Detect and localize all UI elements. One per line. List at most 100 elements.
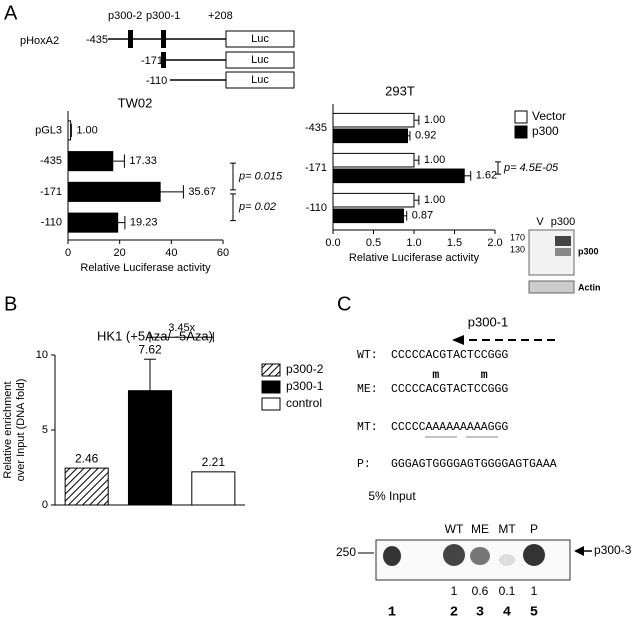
construct-name: pHoxA2 — [20, 35, 59, 47]
construct: pHoxA2 p300-2 p300-1 +208 -435 Luc -171 … — [20, 10, 295, 89]
seq-label: MT: — [357, 421, 378, 434]
value-label: 1.00 — [424, 114, 445, 126]
band — [555, 236, 571, 246]
value-label: 1.00 — [76, 124, 97, 136]
legend-swatch — [261, 380, 281, 394]
y-tick-label: -435 — [305, 122, 327, 134]
luc-label: Luc — [251, 74, 269, 86]
y-axis-label: Relative enrichmentover Input (DNA fold) — [2, 379, 27, 482]
bar — [332, 152, 415, 168]
lane-number: 4 — [503, 605, 511, 621]
band-label: p300-3F — [594, 543, 632, 557]
y-tick-label: -435 — [40, 155, 62, 167]
site-label: p300-1 — [146, 10, 180, 22]
y-tick-label: pGL3 — [35, 124, 62, 136]
seq-label: WT: — [357, 349, 378, 362]
legend-swatch — [261, 397, 281, 411]
marker-label: 130 — [510, 244, 525, 254]
bar — [332, 208, 404, 224]
y-tick-label: -110 — [41, 217, 62, 229]
legend-swatch — [261, 363, 281, 377]
x-tick-label: 40 — [165, 247, 177, 259]
chart-title: HK1 (+5Aza/ -5Aza) — [97, 328, 213, 343]
methyl-marks: m m — [391, 369, 488, 382]
bar — [67, 212, 119, 233]
band — [555, 248, 571, 256]
site-block — [161, 52, 166, 68]
luc-box — [225, 30, 295, 48]
motif-label: p300-1 — [468, 314, 508, 329]
legend-label: Vector — [532, 109, 566, 123]
quant: 1 — [451, 584, 458, 598]
y-tick-label: -171 — [40, 186, 62, 198]
gel-band — [470, 547, 490, 565]
seq-label: P: — [357, 458, 371, 471]
x-tick-label: 0.0 — [325, 237, 340, 249]
bar — [191, 471, 236, 506]
arrow-head — [574, 546, 584, 556]
bar — [64, 467, 109, 506]
legend-label: control — [286, 396, 322, 410]
site-label: p300-2 — [108, 10, 142, 22]
lane-label: V — [536, 216, 544, 228]
legend-swatch — [514, 125, 528, 139]
bar — [332, 128, 409, 144]
lane-label: p300 — [551, 216, 575, 228]
bar — [67, 181, 161, 202]
x-axis-label: Relative Luciferase activity — [349, 252, 480, 264]
gel-band — [523, 544, 545, 566]
blot-image — [528, 280, 575, 294]
chart-title: TW02 — [118, 95, 153, 110]
gel-band — [499, 554, 515, 566]
sequence: CCCCCACGTACTCCGGG — [391, 349, 508, 362]
marker-label: 250 — [336, 545, 356, 559]
chart-title: 293T — [385, 83, 415, 98]
lane-number: 3 — [476, 605, 484, 621]
annotation: 3.45x — [168, 322, 195, 334]
site-block — [128, 30, 133, 48]
end-label: +208 — [208, 10, 233, 22]
quant: 0.1 — [499, 584, 516, 598]
value-label: 17.33 — [129, 155, 157, 167]
input-label: 5% Input — [368, 489, 416, 503]
annotation: p= 0.02 — [238, 201, 276, 213]
sequence: CCCCCACGTACTCCGGG — [391, 383, 508, 396]
panel-label: A — [4, 2, 18, 24]
marker-label: 170 — [510, 232, 525, 242]
bar — [67, 151, 114, 172]
sequence: GGGAGTGGGGAGTGGGGAGTGAAA — [391, 458, 557, 471]
lane-label: WT — [445, 522, 464, 536]
x-tick-label: 0.5 — [366, 237, 381, 249]
lane-label: P — [530, 522, 538, 536]
x-tick-label: 1.5 — [447, 237, 462, 249]
y-tick-label: 10 — [36, 349, 48, 361]
annotation: p= 0.015 — [238, 170, 283, 182]
quant: 1 — [531, 584, 538, 598]
bar — [332, 168, 465, 184]
gel-band — [443, 544, 465, 566]
bar — [332, 112, 415, 128]
luc-label: Luc — [251, 33, 269, 45]
lane-number: 2 — [450, 605, 458, 621]
x-tick-label: 1.0 — [406, 237, 421, 249]
western-blot: V p300 170 130 p300 Actin — [510, 216, 601, 294]
y-tick-label: 5 — [42, 424, 48, 436]
value-label: 7.62 — [138, 342, 162, 356]
gel-band — [383, 546, 401, 566]
x-tick-label: 0 — [65, 247, 71, 259]
start-label: -171 — [141, 55, 163, 67]
value-label: 19.23 — [130, 217, 158, 229]
x-axis-label: Relative Luciferase activity — [80, 262, 211, 274]
legend-label: p300-2 — [286, 362, 324, 376]
luc-box — [225, 71, 295, 89]
y-tick-label: -171 — [305, 162, 327, 174]
legend-label: p300-1 — [286, 379, 324, 393]
band-label: Actin — [578, 282, 601, 292]
band-label: p300 — [578, 246, 599, 256]
y-tick-label: 0 — [42, 499, 48, 511]
lane-number: 1 — [388, 605, 396, 621]
value-label: 0.87 — [412, 210, 433, 222]
panel-label: C — [337, 293, 351, 315]
quant: 0.6 — [472, 584, 489, 598]
